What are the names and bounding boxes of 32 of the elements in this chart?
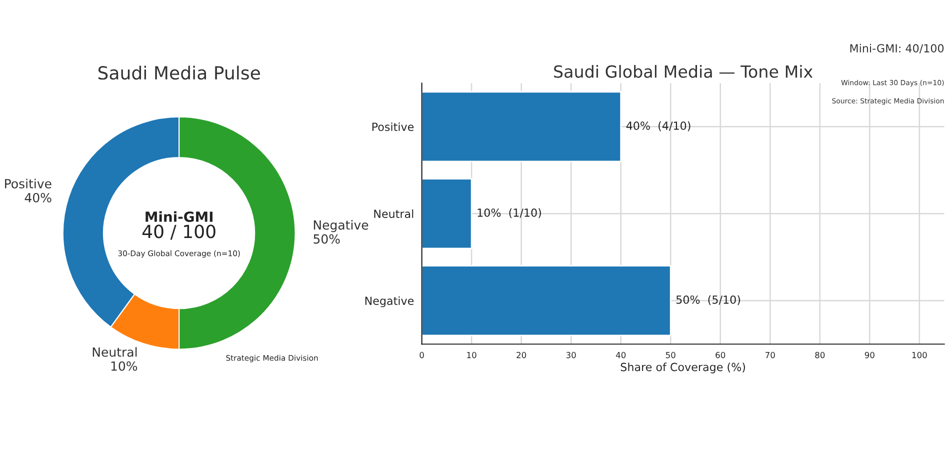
text: 40 / 100 xyxy=(142,224,216,240)
text: Mini-GMI: 40/100 xyxy=(850,44,944,54)
chart-title: Saudi Global Media — Tone Mix xyxy=(554,64,813,78)
data-label: 40% xyxy=(24,192,52,202)
x-tick-label: 60 xyxy=(716,352,726,358)
x-tick-label: 0 xyxy=(420,352,424,358)
y-tick-label: Positive xyxy=(372,122,414,132)
data-label: 40% (4/10) xyxy=(626,121,690,132)
x-tick-label: 100 xyxy=(912,352,927,358)
x-tick-label: 30 xyxy=(566,352,576,358)
x-tick-label: 20 xyxy=(516,352,526,358)
x-tick-label: 10 xyxy=(467,352,476,358)
slice-label: Positive xyxy=(5,178,52,188)
x-tick-label: 90 xyxy=(864,352,874,358)
y-tick-label: Negative xyxy=(365,296,414,308)
x-axis-title: Share of Coverage (%) xyxy=(620,362,746,374)
slice-label: Negative xyxy=(314,220,368,232)
bar xyxy=(422,178,472,250)
data-label: 10% xyxy=(111,361,138,371)
x-tick-label: 80 xyxy=(815,352,825,358)
x-tick-label: 40 xyxy=(616,352,626,358)
bar xyxy=(422,265,672,336)
chart-title: Saudi Media Pulse xyxy=(98,66,260,80)
bar xyxy=(422,91,622,162)
x-tick-label: 70 xyxy=(766,352,775,358)
data-label: 10% (1/10) xyxy=(478,208,541,218)
y-tick-label: Neutral xyxy=(374,209,414,218)
text: Mini-GMI xyxy=(146,211,212,222)
data-label: 50% (5/10) xyxy=(676,295,740,306)
data-label: 50% xyxy=(314,234,340,244)
x-tick-label: 50 xyxy=(666,352,676,358)
slice-label: Neutral xyxy=(92,347,137,357)
